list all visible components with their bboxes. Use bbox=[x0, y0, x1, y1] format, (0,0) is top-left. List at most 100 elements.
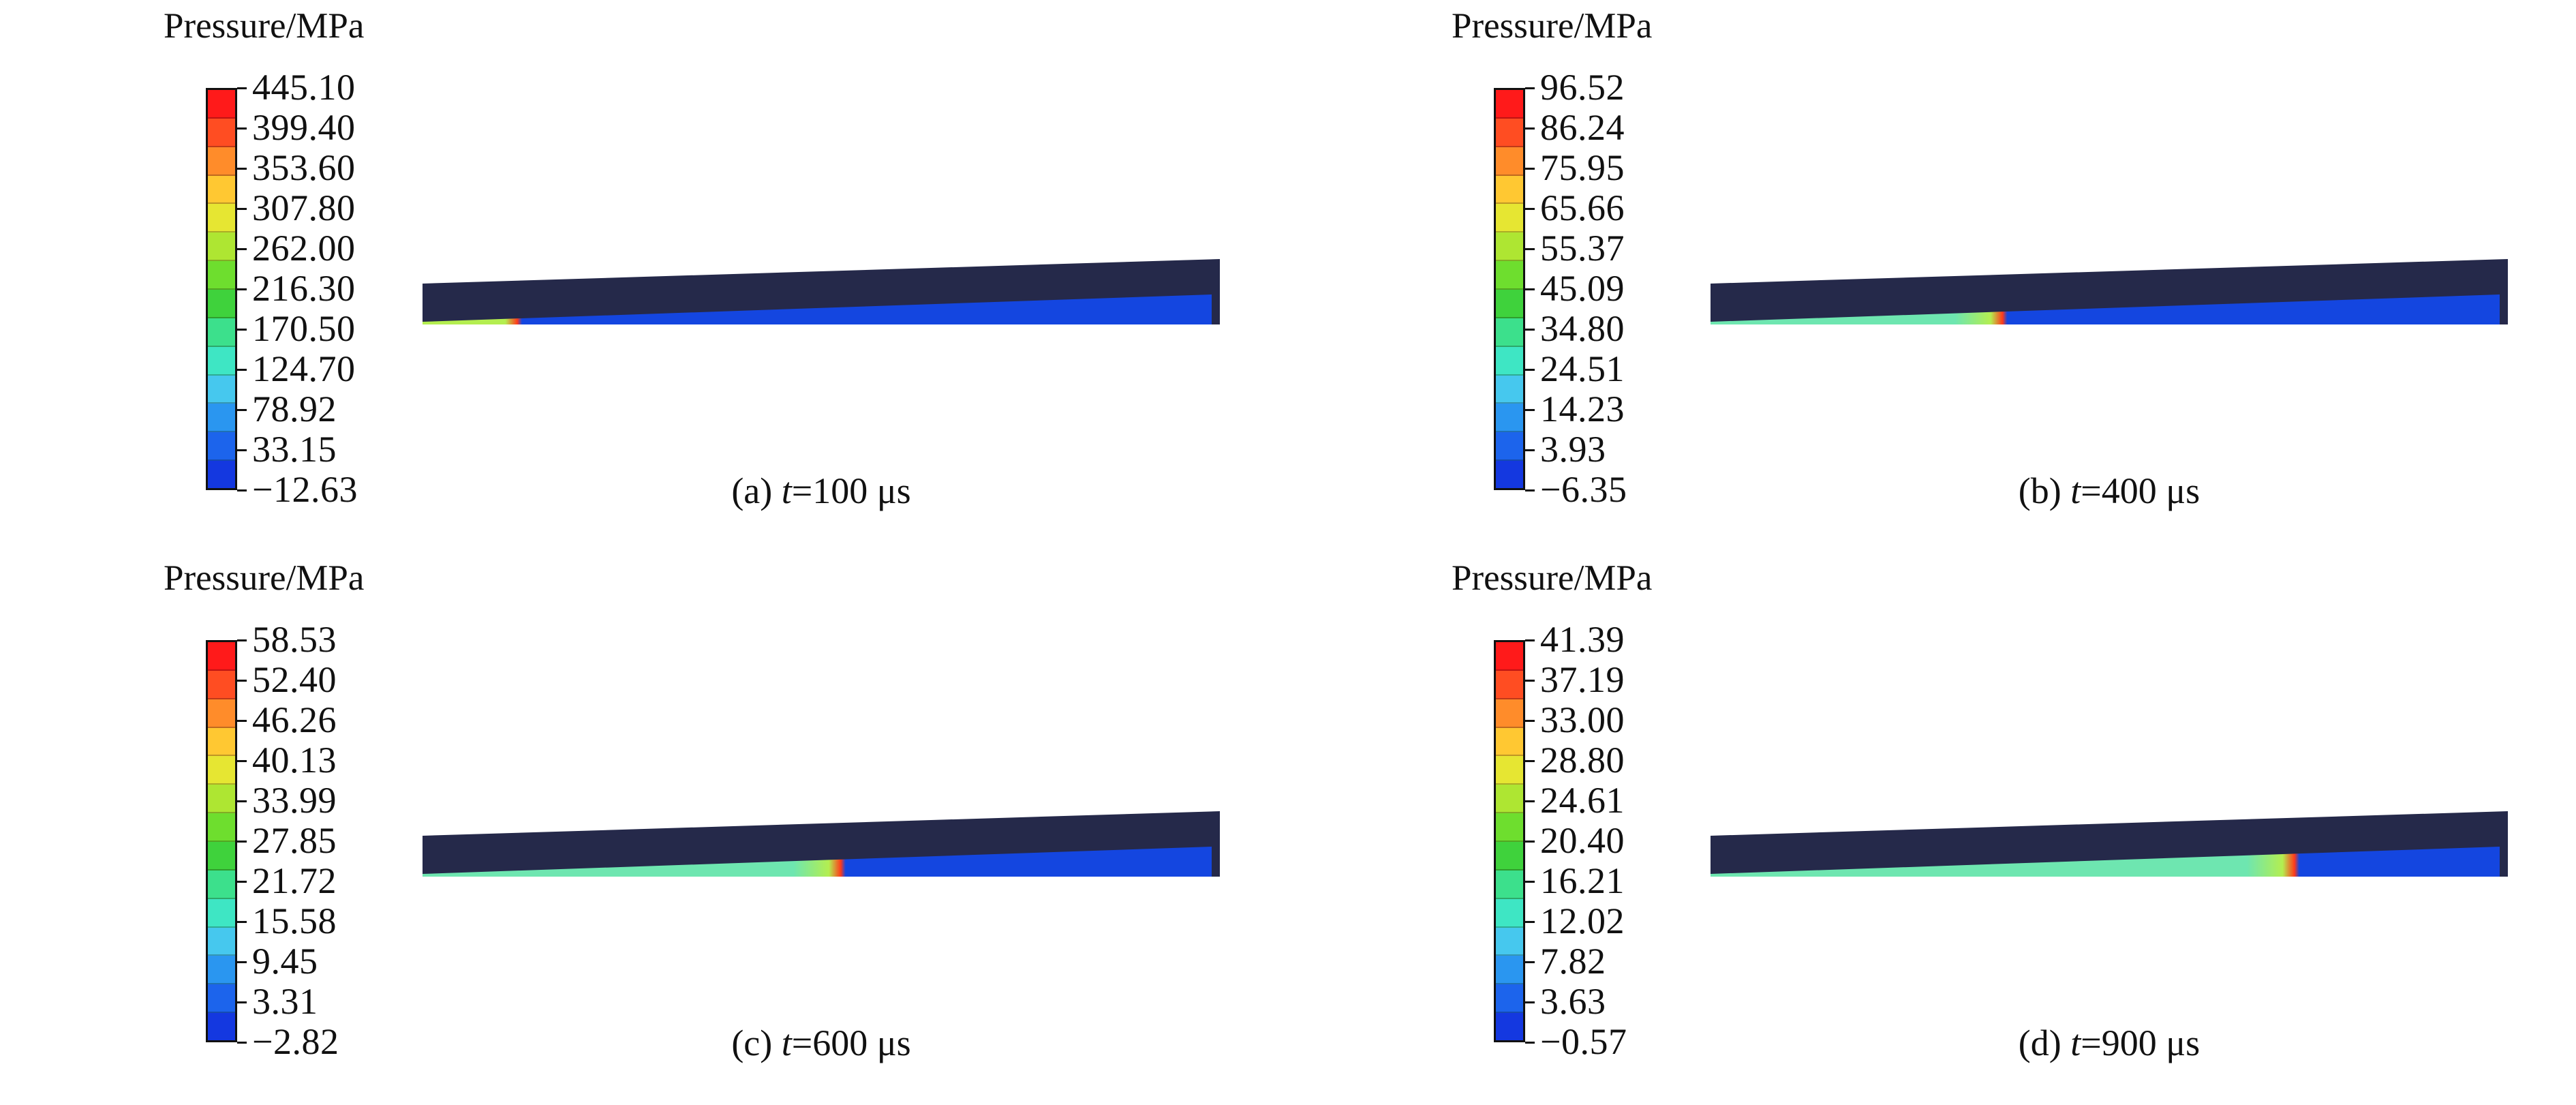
tick-label: 45.09 bbox=[1540, 268, 1625, 309]
tick-mark bbox=[237, 639, 247, 641]
tick-mark bbox=[1525, 449, 1535, 451]
tick-label: 353.60 bbox=[252, 147, 356, 188]
tick-mark bbox=[1525, 87, 1535, 89]
tick-label: 399.40 bbox=[252, 107, 356, 148]
tick-label: 124.70 bbox=[252, 348, 356, 389]
caption-time: =400 μs bbox=[2081, 470, 2201, 511]
colorbar-swatch bbox=[208, 898, 235, 928]
tick-mark bbox=[237, 720, 247, 722]
tick-label: 9.45 bbox=[252, 941, 318, 982]
colorbar-swatch bbox=[1496, 461, 1523, 489]
colorbar-swatch bbox=[1496, 375, 1523, 404]
tick-label: 21.72 bbox=[252, 860, 337, 901]
colorbar-swatch bbox=[208, 813, 235, 843]
colorbar-swatch bbox=[1496, 318, 1523, 347]
caption-label: (d) bbox=[2018, 1023, 2071, 1063]
colorbar-swatch bbox=[1496, 956, 1523, 985]
tick-label: 24.61 bbox=[1540, 780, 1625, 821]
tick-mark bbox=[237, 329, 247, 331]
tick-mark bbox=[237, 208, 247, 210]
tick-mark bbox=[1525, 168, 1535, 170]
legend-title: Pressure/MPa bbox=[1452, 6, 1653, 46]
tick-label: 96.52 bbox=[1540, 67, 1625, 108]
tick-label: 65.66 bbox=[1540, 187, 1625, 228]
contour-panel: Pressure/MPa 445.10 399.40 353.60 307.80 262.… bbox=[0, 0, 1288, 552]
panel-caption: (d) t=900 μs bbox=[1704, 1023, 2515, 1063]
colorbar-swatch bbox=[1496, 727, 1523, 757]
colorbar-swatch bbox=[208, 842, 235, 871]
colorbar-swatch bbox=[1496, 670, 1523, 699]
colorbar-swatch bbox=[208, 956, 235, 985]
colorbar-swatch bbox=[208, 404, 235, 433]
tick-label: 16.21 bbox=[1540, 860, 1625, 901]
contour-panel: Pressure/MPa 58.53 52.40 46.26 40.13 33.99 27.… bbox=[0, 552, 1288, 1104]
colorbar-swatch bbox=[208, 204, 235, 233]
tick-label: 307.80 bbox=[252, 187, 356, 228]
tick-mark bbox=[237, 489, 247, 491]
colorbar-swatch bbox=[1496, 898, 1523, 928]
tick-label: −6.35 bbox=[1540, 469, 1627, 510]
tick-label: 86.24 bbox=[1540, 107, 1625, 148]
colorbar bbox=[1494, 640, 1525, 1042]
tick-label: 33.00 bbox=[1540, 699, 1625, 740]
colorbar-swatch bbox=[1496, 984, 1523, 1014]
tick-mark bbox=[1525, 208, 1535, 210]
tick-label: 24.51 bbox=[1540, 348, 1625, 389]
tick-label: 33.15 bbox=[252, 429, 337, 470]
tick-label: 12.02 bbox=[1540, 900, 1625, 941]
colorbar-swatch bbox=[1496, 175, 1523, 205]
tick-label: 41.39 bbox=[1540, 619, 1625, 660]
tick-label: 75.95 bbox=[1540, 147, 1625, 188]
colorbar-swatch bbox=[1496, 404, 1523, 433]
fluid-pressure-layer bbox=[1711, 294, 2500, 324]
tick-mark bbox=[1525, 329, 1535, 331]
tick-label: 78.92 bbox=[252, 389, 337, 429]
tick-label: 40.13 bbox=[252, 740, 337, 781]
colorbar-swatch bbox=[1496, 118, 1523, 147]
caption-label: (b) bbox=[2018, 470, 2071, 511]
tick-mark bbox=[237, 409, 247, 411]
colorbar bbox=[1494, 88, 1525, 490]
tick-label: 216.30 bbox=[252, 268, 356, 309]
pressure-contour-plot bbox=[1711, 811, 2508, 877]
tick-label: 7.82 bbox=[1540, 941, 1606, 982]
colorbar-swatch bbox=[208, 375, 235, 404]
colorbar-swatch bbox=[208, 727, 235, 757]
tick-mark bbox=[1525, 409, 1535, 411]
tick-label: 3.31 bbox=[252, 981, 318, 1022]
caption-variable: t bbox=[2070, 1023, 2081, 1063]
tick-mark bbox=[1525, 680, 1535, 682]
tick-label: 14.23 bbox=[1540, 389, 1625, 429]
caption-variable: t bbox=[2070, 470, 2081, 511]
colorbar-swatch bbox=[208, 670, 235, 699]
colorbar-swatch bbox=[1496, 927, 1523, 956]
tick-mark bbox=[237, 961, 247, 963]
tick-mark bbox=[1525, 1001, 1535, 1003]
colorbar-swatch bbox=[208, 318, 235, 347]
tick-label: 3.63 bbox=[1540, 981, 1606, 1022]
tick-mark bbox=[237, 680, 247, 682]
tick-label: 52.40 bbox=[252, 659, 337, 700]
colorbar-swatch bbox=[1496, 432, 1523, 461]
caption-time: =100 μs bbox=[791, 470, 911, 511]
tick-label: −12.63 bbox=[252, 469, 358, 510]
panel-caption: (b) t=400 μs bbox=[1704, 470, 2515, 511]
pressure-contour-plot bbox=[423, 259, 1220, 324]
tick-label: 28.80 bbox=[1540, 740, 1625, 781]
tick-mark bbox=[237, 760, 247, 762]
caption-time: =900 μs bbox=[2081, 1023, 2201, 1063]
colorbar-swatch bbox=[1496, 699, 1523, 728]
legend-title: Pressure/MPa bbox=[1452, 558, 1653, 598]
colorbar-swatch bbox=[208, 261, 235, 290]
tick-mark bbox=[1525, 369, 1535, 371]
colorbar-swatch bbox=[208, 699, 235, 728]
tick-mark bbox=[237, 1001, 247, 1003]
tick-mark bbox=[237, 168, 247, 170]
tick-label: 33.99 bbox=[252, 780, 337, 821]
tick-mark bbox=[1525, 841, 1535, 843]
colorbar-ticks: 96.52 86.24 75.95 65.66 55.37 45.09 34.80 24.51… bbox=[1525, 67, 1682, 510]
tick-mark bbox=[237, 449, 247, 451]
colorbar-swatch bbox=[208, 756, 235, 785]
fluid-pressure-layer bbox=[423, 847, 1212, 877]
contour-panel: Pressure/MPa 96.52 86.24 75.95 65.66 55.37 45.… bbox=[1288, 0, 2576, 552]
